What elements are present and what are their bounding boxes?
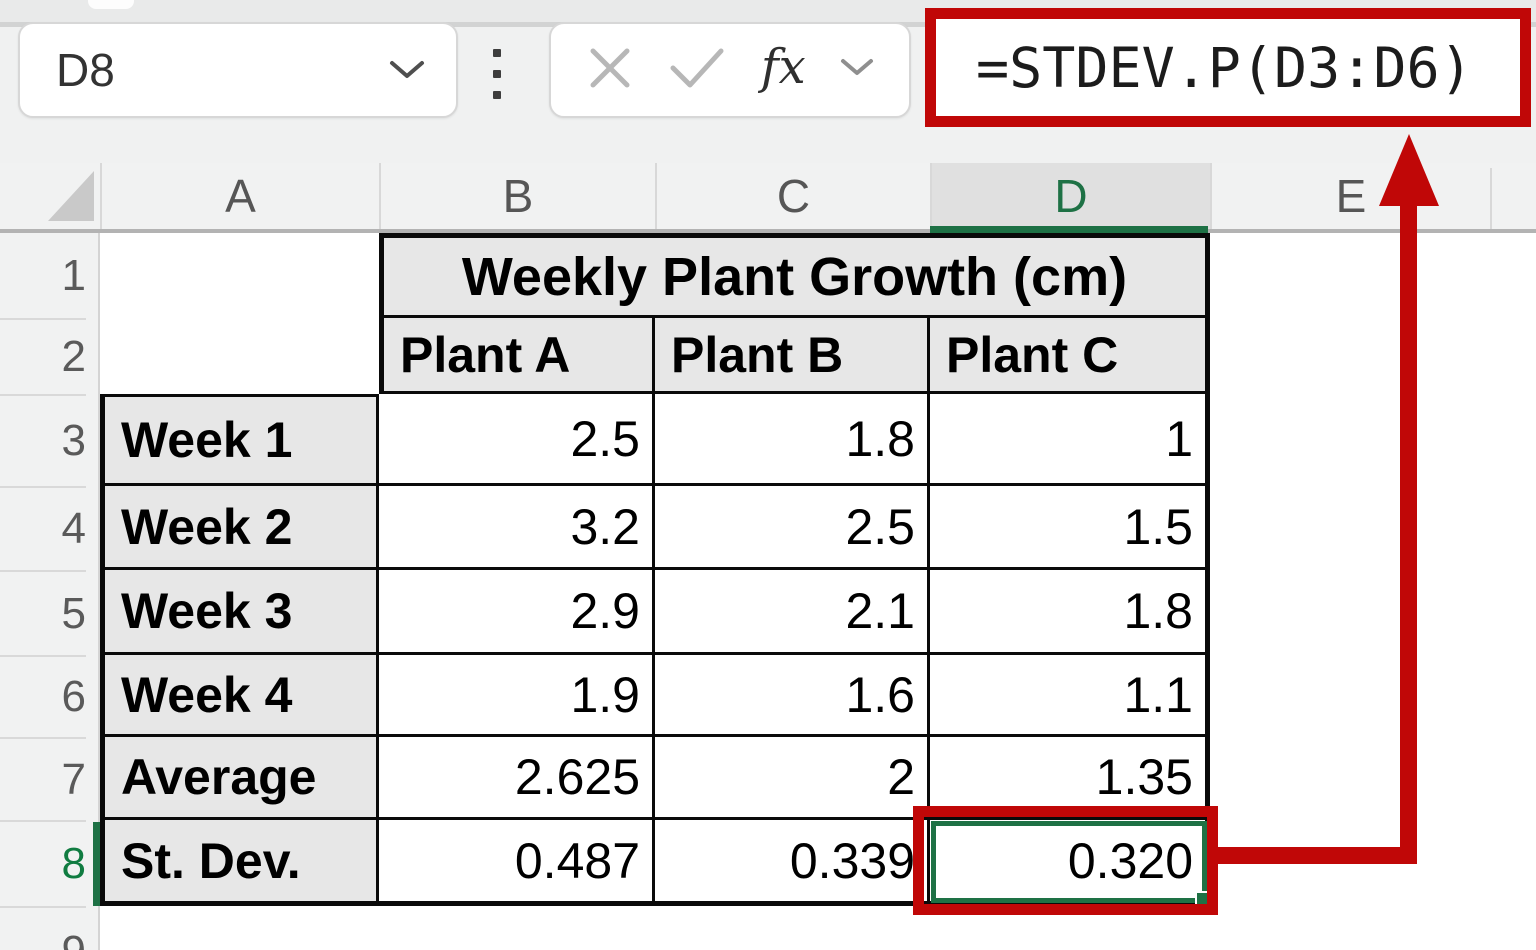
name-box-chevron-down-icon[interactable] (388, 59, 426, 81)
cell-d4[interactable]: 1.5 (930, 486, 1210, 570)
formula-bar-resize-handle-icon[interactable] (493, 49, 501, 99)
header-plant-c[interactable]: Plant C (930, 318, 1210, 394)
cell-c4[interactable]: 2.5 (655, 486, 930, 570)
column-gridline (1490, 168, 1492, 230)
cell-a2[interactable] (100, 318, 379, 394)
cell-d5[interactable]: 1.8 (930, 570, 1210, 655)
label-st-dev[interactable]: St. Dev. (100, 820, 379, 906)
cell-d3[interactable]: 1 (930, 394, 1210, 486)
cancel-icon[interactable] (586, 44, 634, 97)
row-header-6[interactable]: 6 (0, 655, 86, 737)
label-week-1[interactable]: Week 1 (100, 394, 379, 486)
table-title-cell[interactable]: Weekly Plant Growth (cm) (379, 233, 1210, 318)
cell-c7[interactable]: 2 (655, 737, 930, 820)
formula-bar-strip: D8 fx =STDEV.P(D3:D6) (0, 0, 1536, 163)
label-average[interactable]: Average (100, 737, 379, 820)
row-header-3[interactable]: 3 (0, 394, 86, 486)
selected-row-green-bar (93, 822, 102, 906)
cell-b6[interactable]: 1.9 (379, 655, 655, 737)
cell-c6[interactable]: 1.6 (655, 655, 930, 737)
cell-b3[interactable]: 2.5 (379, 394, 655, 486)
annotation-cell-highlight-box (913, 806, 1218, 915)
formula-bar-highlight-box: =STDEV.P(D3:D6) (925, 8, 1531, 127)
column-header-a[interactable]: A (100, 163, 379, 229)
function-chevron-down-icon[interactable] (840, 58, 874, 83)
row-header-9[interactable]: 9 (0, 906, 86, 950)
ribbon-button-fragment (88, 0, 134, 9)
column-header-c[interactable]: C (655, 163, 930, 229)
name-box[interactable]: D8 (18, 22, 458, 118)
column-header-b[interactable]: B (379, 163, 655, 229)
formula-bar-buttons: fx (549, 22, 911, 118)
select-all-triangle-icon (48, 171, 94, 221)
row-header-7[interactable]: 7 (0, 737, 86, 820)
label-week-4[interactable]: Week 4 (100, 655, 379, 737)
cell-b7[interactable]: 2.625 (379, 737, 655, 820)
row-header-column (0, 233, 100, 950)
annotation-connector-horizontal (1213, 847, 1417, 864)
cell-c5[interactable]: 2.1 (655, 570, 930, 655)
name-box-value[interactable]: D8 (56, 44, 115, 96)
cell-a1[interactable] (100, 233, 379, 318)
formula-input[interactable]: =STDEV.P(D3:D6) (976, 35, 1473, 100)
insert-function-icon[interactable]: fx (760, 39, 806, 95)
cell-b4[interactable]: 3.2 (379, 486, 655, 570)
cell-d8-active[interactable]: 0.320 (930, 820, 1210, 906)
header-plant-b[interactable]: Plant B (655, 318, 930, 394)
selected-column-green-bar (930, 226, 1208, 234)
column-header-d-selected[interactable]: D (930, 163, 1210, 229)
row-header-5[interactable]: 5 (0, 570, 86, 655)
label-week-3[interactable]: Week 3 (100, 570, 379, 655)
enter-check-icon[interactable] (668, 46, 726, 95)
row-header-4[interactable]: 4 (0, 486, 86, 570)
header-plant-a[interactable]: Plant A (379, 318, 655, 394)
row-header-2[interactable]: 2 (0, 318, 86, 394)
data-table: Weekly Plant Growth (cm) Plant A Plant B… (100, 233, 1210, 906)
row-header-8-selected[interactable]: 8 (0, 820, 86, 906)
cell-c8[interactable]: 0.339 (655, 820, 930, 906)
annotation-arrow-line (1400, 200, 1417, 862)
cell-b8[interactable]: 0.487 (379, 820, 655, 906)
cell-b5[interactable]: 2.9 (379, 570, 655, 655)
column-header-row (0, 163, 1536, 233)
cell-d6[interactable]: 1.1 (930, 655, 1210, 737)
cell-c3[interactable]: 1.8 (655, 394, 930, 486)
column-header-e[interactable]: E (1210, 163, 1490, 229)
annotation-arrowhead-icon (1379, 134, 1439, 206)
select-all-button[interactable] (0, 163, 100, 229)
row-header-1[interactable]: 1 (61, 250, 86, 300)
label-week-2[interactable]: Week 2 (100, 486, 379, 570)
row-header-edge-line (98, 233, 100, 950)
column-header-underline (0, 229, 1536, 233)
